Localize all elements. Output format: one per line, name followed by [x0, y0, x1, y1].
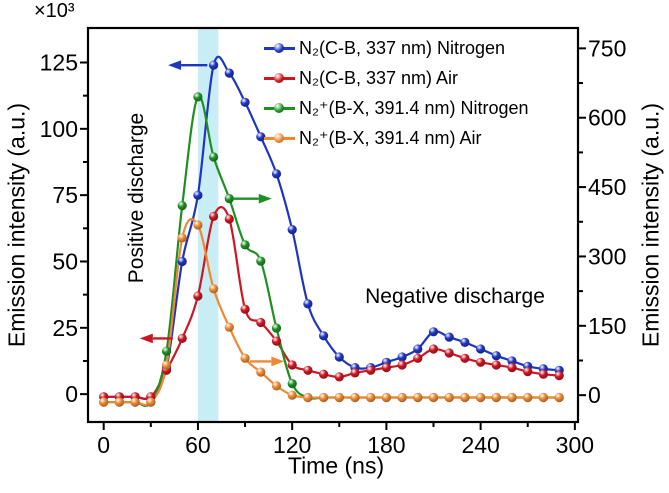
x-tick-label: 0 [97, 432, 110, 458]
y-right-tick-label: 0 [588, 382, 601, 408]
x-tick-label: 300 [556, 432, 594, 458]
annotation-negative-discharge: Negative discharge [365, 285, 545, 308]
y-left-tick-label: 50 [52, 248, 78, 274]
legend-swatch-blue [264, 43, 295, 54]
y-left-axis-title: Emission intensity (a.u.) [3, 102, 30, 348]
highlight-band [197, 28, 219, 422]
y-right-tick-label: 750 [588, 35, 626, 61]
y-left-tick-label: 125 [40, 49, 78, 75]
tick-labels: 0 60 120 180 240 300 0 25 50 75 100 125 0 150 300 450 60… [40, 35, 627, 458]
y-right-tick-label: 450 [588, 174, 626, 200]
x-tick-label: 120 [273, 432, 311, 458]
y-left-tick-label: 75 [52, 182, 78, 208]
legend-label: N₂⁺(B-X, 391.4 nm) Nitrogen [299, 97, 529, 118]
x-axis-title: Time (ns) [287, 452, 385, 479]
legend: N₂(C-B, 337 nm) Nitrogen N₂(C-B, 337 nm)… [264, 33, 529, 153]
axis-assignment-arrowhead-3 [271, 356, 285, 367]
legend-item-n2bx-nitrogen: N₂⁺(B-X, 391.4 nm) Nitrogen [264, 93, 529, 123]
legend-label: N₂⁺(B-X, 391.4 nm) Air [299, 127, 482, 148]
y-right-tick-label: 600 [588, 105, 626, 131]
axis-assignment-arrowhead-1 [139, 333, 153, 344]
legend-swatch-orange [264, 133, 295, 144]
y-right-tick-label: 150 [588, 313, 626, 339]
x-tick-label: 180 [367, 432, 405, 458]
legend-swatch-red [264, 73, 295, 84]
legend-item-n2bx-air: N₂⁺(B-X, 391.4 nm) Air [264, 123, 529, 153]
annotation-positive-discharge: Positive discharge [125, 112, 148, 284]
y-right-axis-title: Emission intensity (a.u.) [637, 102, 664, 348]
legend-swatch-green [264, 103, 295, 114]
legend-item-n2cb-air: N₂(C-B, 337 nm) Air [264, 63, 529, 93]
axis-assignment-arrowhead-0 [168, 60, 182, 70]
axis-ticks [80, 47, 586, 430]
y-left-tick-label: 25 [52, 315, 78, 341]
legend-label: N₂(C-B, 337 nm) Nitrogen [299, 37, 506, 58]
x-tick-label: 240 [461, 432, 499, 458]
y-left-tick-label: 0 [65, 381, 78, 407]
plot-frame [86, 26, 580, 424]
y-left-tick-label: 100 [40, 116, 78, 142]
axis-assignment-arrowhead-2 [258, 193, 272, 204]
y-left-axis-multiplier: ×10³ [34, 0, 75, 22]
legend-item-n2cb-nitrogen: N₂(C-B, 337 nm) Nitrogen [264, 33, 529, 63]
y-right-tick-label: 300 [588, 243, 626, 269]
legend-label: N₂(C-B, 337 nm) Air [299, 67, 459, 88]
series-markers-3 [99, 220, 564, 407]
x-tick-label: 60 [185, 432, 211, 458]
